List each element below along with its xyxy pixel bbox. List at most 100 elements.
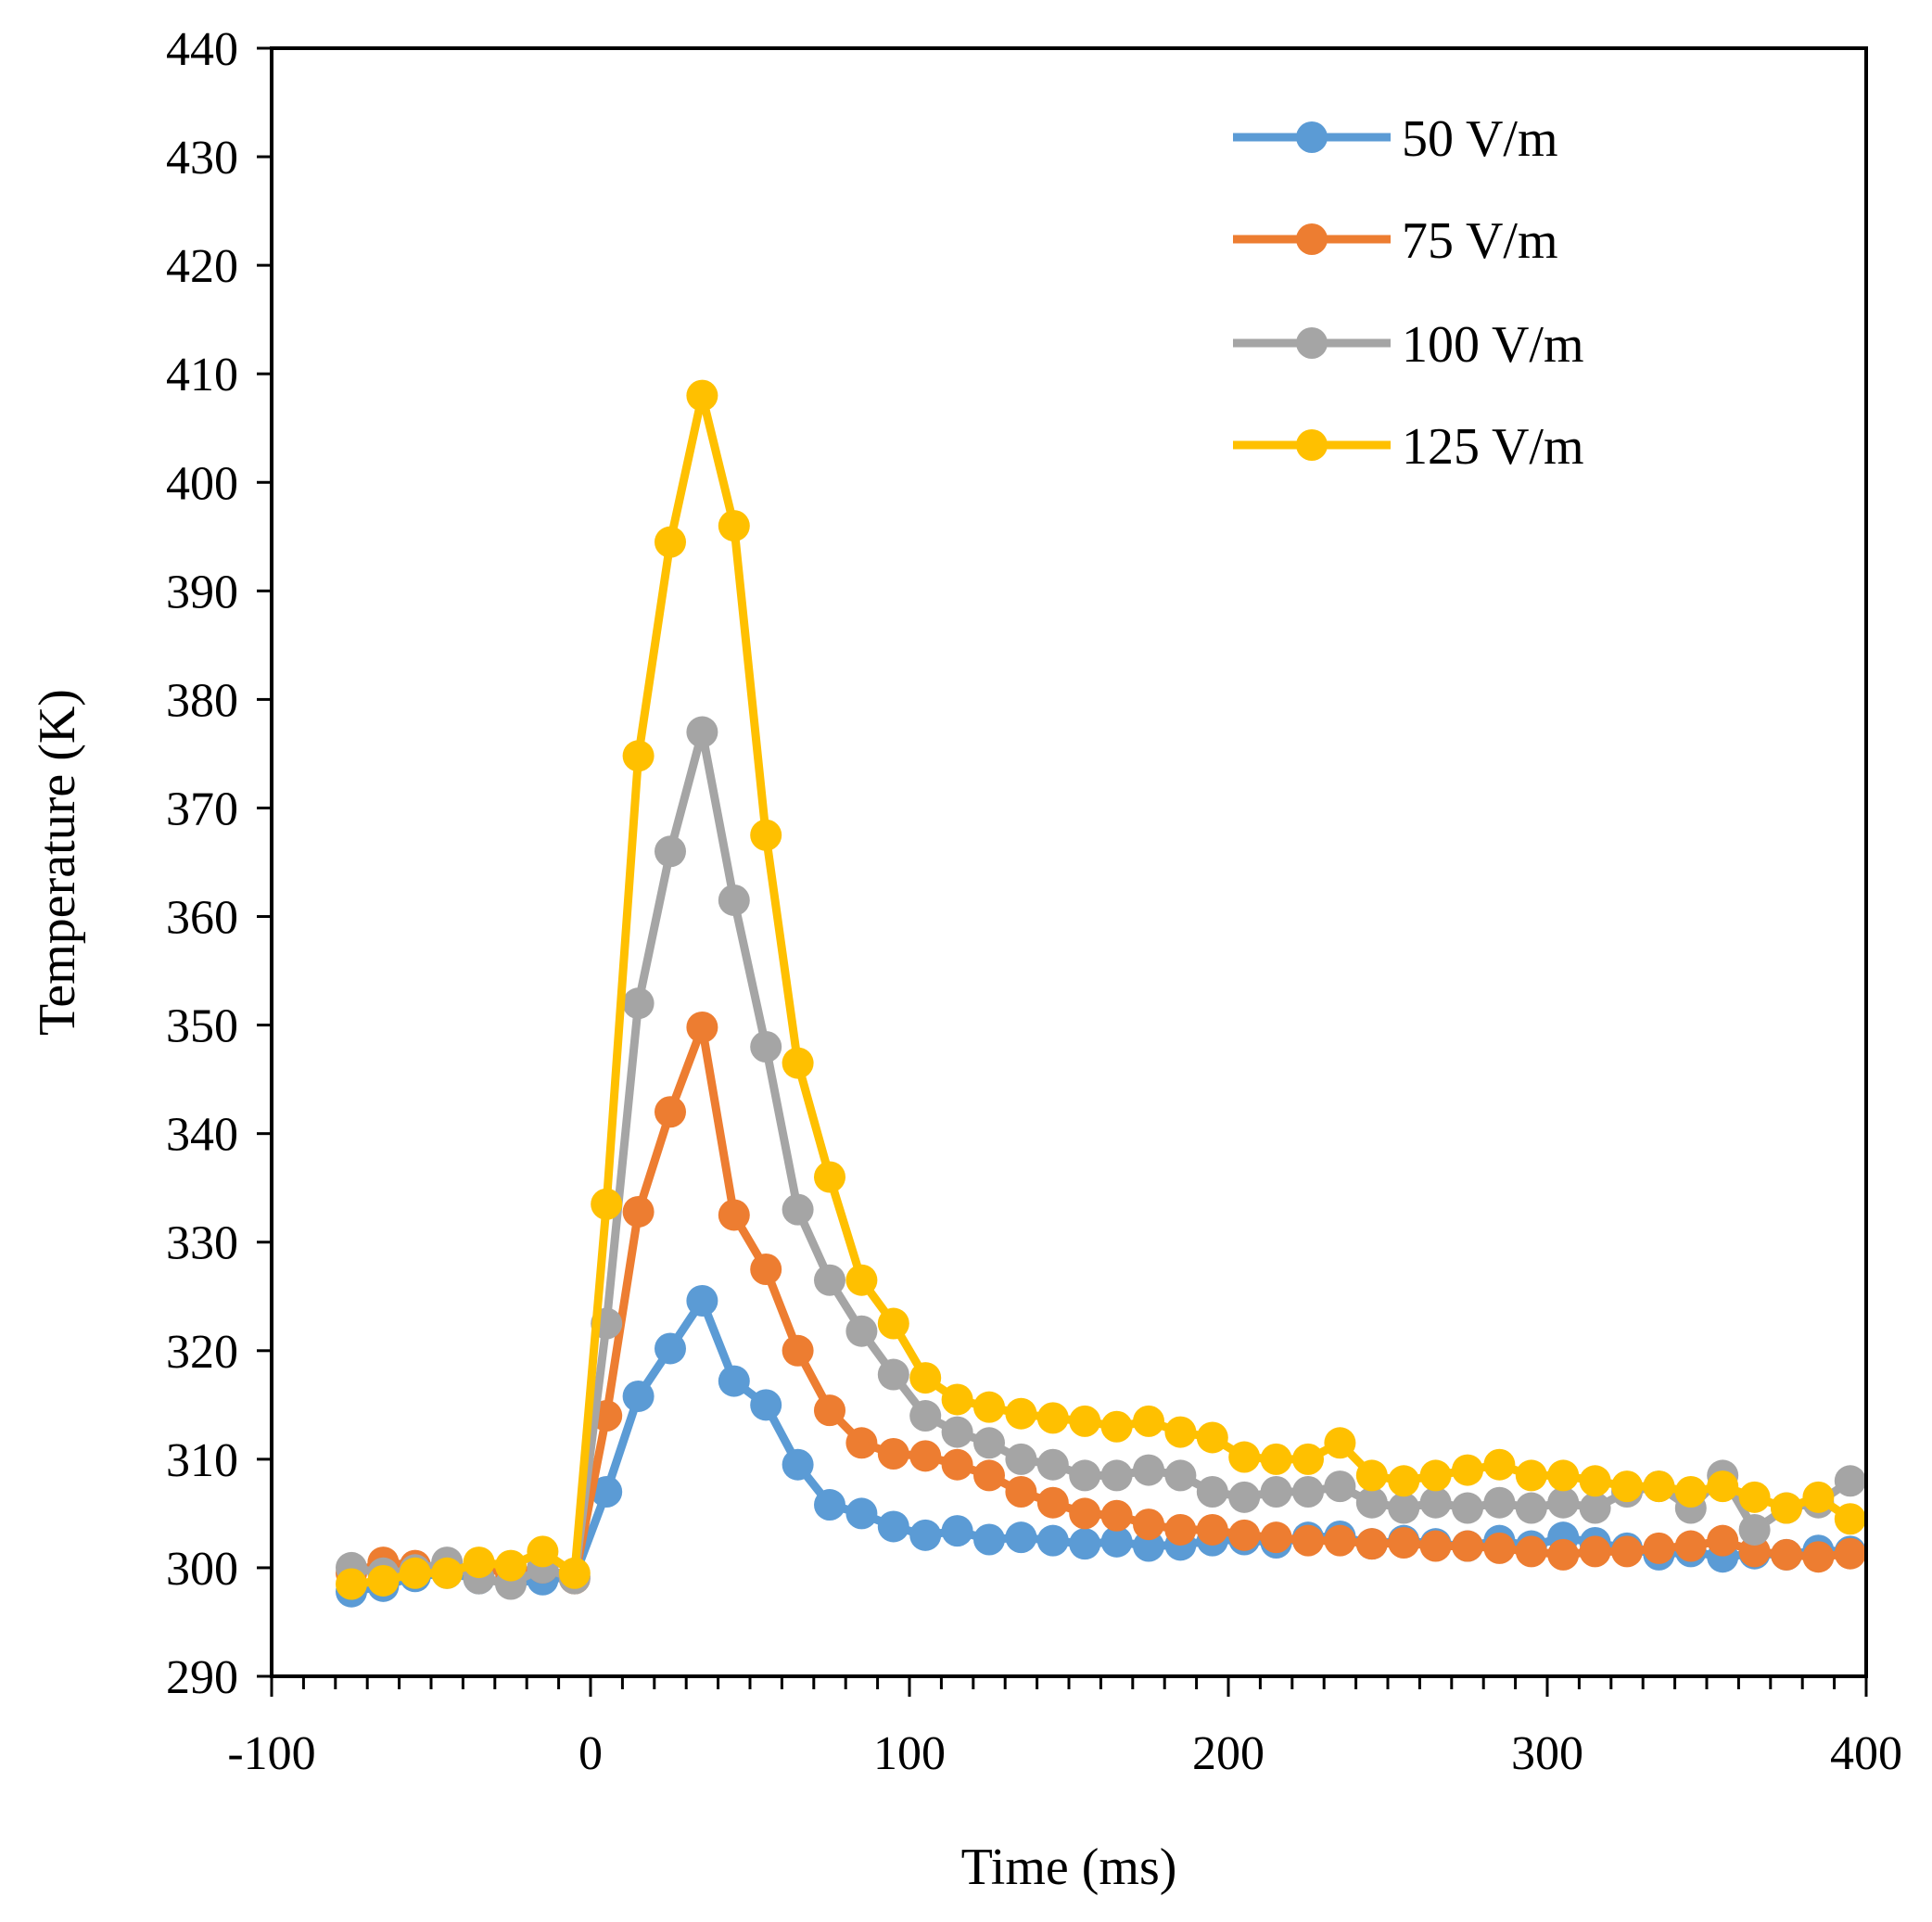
data-point	[1100, 1410, 1133, 1443]
y-tick-label: 440	[166, 23, 238, 76]
data-point	[1707, 1524, 1739, 1557]
data-point	[1324, 1470, 1356, 1503]
data-point	[655, 1096, 686, 1128]
data-point	[1515, 1459, 1547, 1492]
data-point	[909, 1400, 942, 1432]
data-point	[718, 1199, 750, 1231]
data-point	[1036, 1448, 1069, 1481]
data-point	[1738, 1513, 1771, 1546]
data-point	[1228, 1481, 1261, 1513]
data-point	[814, 1161, 845, 1193]
data-point	[814, 1394, 845, 1427]
legend-label: 75 V/m	[1402, 212, 1558, 270]
data-point	[1005, 1443, 1037, 1475]
x-axis-title: Time (ms)	[961, 1839, 1177, 1896]
legend-item: 50 V/m	[1233, 110, 1558, 168]
data-point	[1164, 1459, 1197, 1492]
data-point	[1005, 1475, 1037, 1508]
data-point	[367, 1564, 400, 1597]
data-point	[1674, 1530, 1707, 1562]
data-point	[1324, 1524, 1356, 1557]
data-point	[622, 1380, 655, 1412]
legend-label: 100 V/m	[1402, 316, 1584, 374]
data-point	[1228, 1519, 1261, 1551]
data-point	[1100, 1525, 1133, 1558]
data-point	[1738, 1535, 1771, 1568]
y-tick-label: 370	[166, 783, 238, 835]
data-point	[1515, 1492, 1547, 1524]
data-point	[1292, 1524, 1324, 1557]
y-tick-label: 340	[166, 1109, 238, 1162]
data-point	[686, 716, 718, 748]
data-point	[1036, 1486, 1069, 1519]
y-tick-label: 410	[166, 349, 238, 401]
data-point	[782, 1193, 814, 1226]
data-point	[1707, 1470, 1739, 1503]
data-point	[1355, 1459, 1388, 1492]
data-point	[814, 1489, 845, 1521]
data-point	[1611, 1535, 1643, 1568]
data-point	[1611, 1470, 1643, 1503]
data-point	[941, 1383, 973, 1416]
data-point	[1292, 1475, 1324, 1508]
data-point	[1388, 1492, 1420, 1524]
data-point	[1069, 1459, 1101, 1492]
data-point	[1802, 1541, 1835, 1573]
data-point	[1579, 1492, 1611, 1524]
data-point	[877, 1438, 909, 1470]
x-tick-label: 300	[1511, 1727, 1583, 1780]
data-point	[655, 1332, 686, 1365]
x-tick-label: -100	[227, 1727, 315, 1780]
data-point	[1260, 1521, 1292, 1554]
data-point	[1133, 1530, 1164, 1562]
data-point	[1292, 1443, 1324, 1475]
data-point	[1771, 1538, 1802, 1571]
data-point	[1100, 1459, 1133, 1492]
data-point	[1802, 1481, 1835, 1513]
data-point	[622, 987, 655, 1020]
data-point	[463, 1547, 495, 1579]
data-point	[1547, 1459, 1580, 1492]
data-point	[1579, 1535, 1611, 1568]
data-point	[1643, 1470, 1675, 1503]
data-point	[1452, 1492, 1483, 1524]
y-tick-label: 360	[166, 892, 238, 945]
y-tick-label: 390	[166, 566, 238, 618]
data-point	[941, 1416, 973, 1448]
data-point	[1069, 1405, 1101, 1437]
legend-label: 50 V/m	[1402, 110, 1558, 168]
data-point	[1133, 1508, 1164, 1541]
legend: 50 V/m 75 V/m 100 V/m 125 V/m	[1233, 110, 1584, 476]
data-point	[782, 1334, 814, 1367]
data-point	[1133, 1405, 1164, 1437]
data-point	[1515, 1535, 1547, 1568]
y-tick-label: 430	[166, 132, 238, 185]
data-point	[750, 1389, 782, 1421]
data-point	[622, 1195, 655, 1228]
legend-label: 125 V/m	[1402, 418, 1584, 476]
data-point	[1005, 1397, 1037, 1430]
tick-labels: -100 0 100 200 300 400 290 300 310 320 330 340 350 36…	[166, 23, 1902, 1780]
data-point	[973, 1523, 1005, 1556]
data-point	[1452, 1530, 1483, 1562]
data-point	[655, 835, 686, 868]
legend-swatch-marker	[1296, 327, 1328, 359]
data-point	[1643, 1532, 1675, 1564]
data-point	[877, 1307, 909, 1340]
data-point	[1834, 1537, 1866, 1570]
axis-ticks	[257, 46, 1868, 1697]
legend-item: 125 V/m	[1233, 418, 1584, 476]
data-point	[1388, 1465, 1420, 1497]
data-point	[431, 1557, 464, 1589]
data-point	[814, 1264, 845, 1296]
data-point	[622, 740, 655, 772]
data-point	[718, 1365, 750, 1397]
data-point	[1196, 1513, 1228, 1546]
data-point	[845, 1427, 878, 1459]
data-point	[1483, 1532, 1516, 1564]
data-point	[941, 1448, 973, 1481]
data-point	[1419, 1530, 1452, 1562]
data-point	[1260, 1443, 1292, 1475]
data-point	[1355, 1486, 1388, 1519]
